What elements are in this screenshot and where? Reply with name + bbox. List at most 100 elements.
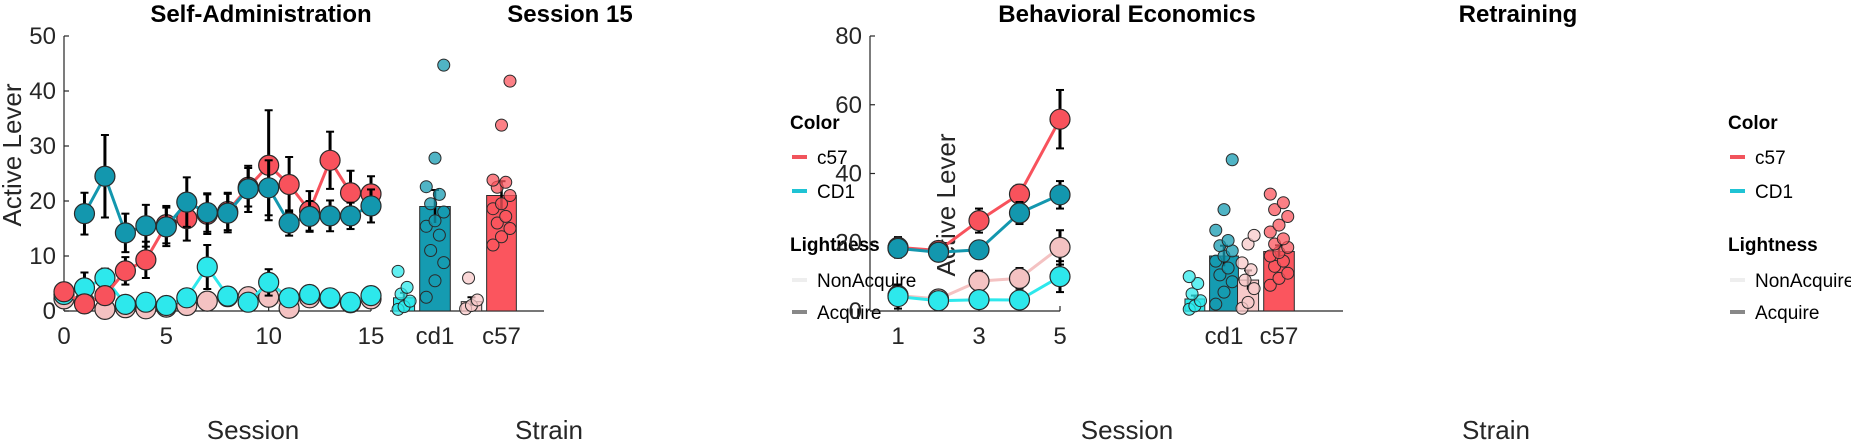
- x-tick-label-c57: c57: [482, 323, 521, 350]
- legend-1-label-c57: c57: [817, 148, 848, 169]
- data-point-c57-acquire: [1049, 108, 1071, 130]
- scatter-point-c57-acquire: [1268, 203, 1282, 217]
- y-tick-label-30: 30: [29, 133, 56, 160]
- data-point-c57-acquire: [968, 209, 990, 232]
- series-cd1-nonacquire: [53, 244, 382, 317]
- series-c57-acquire: [887, 88, 1071, 262]
- title-self-administration: Self-Administration: [150, 1, 371, 28]
- data-point-cd1-acquire: [319, 205, 341, 227]
- scatter-point-cd1-nonacquire: [1182, 270, 1196, 284]
- scatter-point-cd1-acquire: [432, 228, 446, 242]
- title-behavioral-economics: Behavioral Economics: [998, 1, 1255, 28]
- y-tick-label-40: 40: [29, 78, 56, 105]
- data-point-cd1-acquire: [196, 201, 218, 224]
- legend-1-label-nonacquire: NonAcquire: [817, 271, 916, 292]
- plot-area-retraining: cd1 c57: [1182, 153, 1343, 350]
- data-point-cd1-acquire: [73, 203, 96, 225]
- data-point-c57-nonacquire: [196, 290, 218, 312]
- y-tick-label-0: 0: [43, 298, 56, 325]
- scatter-point-c57-acquire: [503, 74, 517, 88]
- scatter-point-cd1-acquire: [419, 290, 433, 304]
- legend-2-color-title: Color: [1728, 113, 1778, 134]
- scatter-point-c57-nonacquire: [1247, 282, 1261, 296]
- scatter-point-cd1-nonacquire: [1191, 277, 1205, 290]
- scatter-point-cd1-acquire: [424, 197, 438, 211]
- x-tick-label-0: 0: [57, 323, 70, 350]
- scatter-point-c57-nonacquire: [1238, 273, 1252, 287]
- panel-retraining: Retraining Strain cd1 c57: [1182, 1, 1577, 444]
- data-point-cd1-nonacquire: [217, 285, 239, 307]
- data-point-cd1-nonacquire: [278, 287, 300, 309]
- data-point-cd1-acquire: [1049, 184, 1071, 206]
- scatter-point-cd1-acquire: [1221, 261, 1235, 275]
- plot-area-self-administration: 0 10 20 30 40 50 0 5 10 15: [29, 23, 384, 350]
- data-point-cd1-acquire: [135, 215, 157, 237]
- x-tick-label-3: 3: [972, 323, 985, 350]
- scatter-point-cd1-acquire: [1209, 223, 1223, 237]
- xlabel-behavioral-economics: Session: [1081, 415, 1174, 444]
- scatter-point-c57-acquire: [486, 173, 500, 187]
- scatter-point-c57-acquire: [1276, 196, 1290, 210]
- data-point-cd1-acquire: [887, 237, 909, 260]
- legend-2-label-nonacquire: NonAcquire: [1755, 271, 1851, 292]
- scatter-point-cd1-acquire: [1217, 285, 1231, 299]
- data-point-cd1-acquire: [155, 216, 177, 238]
- scatter-point-c57-acquire: [495, 197, 508, 211]
- scatter-point-c57-acquire: [1276, 232, 1290, 246]
- scatter-point-cd1-acquire: [1221, 234, 1235, 248]
- scatter-point-cd1-acquire: [1225, 153, 1239, 167]
- data-point-c57-acquire: [135, 249, 157, 271]
- data-point-cd1-acquire: [360, 195, 382, 217]
- ylabel-self-administration: Active Lever: [0, 83, 27, 226]
- scatter-point-cd1-acquire: [419, 180, 433, 194]
- scatter-point-cd1-acquire: [432, 187, 446, 201]
- scatter-point-cd1-acquire: [1225, 275, 1239, 289]
- x-tick-label-5: 5: [160, 323, 173, 350]
- x-tick-label-cd1: cd1: [416, 323, 455, 350]
- panel-behavioral-economics: Behavioral Economics Active Lever Sessio…: [835, 1, 1255, 444]
- data-point-cd1-nonacquire: [968, 289, 990, 311]
- data-point-c57-acquire: [339, 182, 362, 204]
- bar-group-c57-nonacquire: [459, 271, 484, 316]
- scatter-point-c57-nonacquire: [1235, 256, 1249, 270]
- legend-2-label-acquire: Acquire: [1755, 303, 1819, 324]
- data-point-cd1-nonacquire: [339, 291, 362, 313]
- scatter-point-c57-acquire: [1263, 225, 1277, 239]
- y-tick-label-10: 10: [29, 243, 56, 270]
- scatter-point-cd1-acquire: [437, 58, 451, 72]
- scatter-point-cd1-nonacquire: [400, 280, 414, 294]
- x-tick-label-cd1: cd1: [1205, 323, 1244, 350]
- series-cd1-acquire: [887, 180, 1071, 263]
- scatter-point-c57-acquire: [499, 209, 513, 223]
- scatter-point-cd1-nonacquire: [1194, 294, 1208, 308]
- scatter-point-c57-acquire: [490, 216, 504, 230]
- scatter-point-cd1-acquire: [437, 205, 451, 219]
- data-point-cd1-nonacquire: [299, 283, 321, 306]
- scatter-point-cd1-acquire: [1209, 297, 1223, 311]
- plot-area-behavioral-economics: 0 20 40 60 80 1 3 5: [835, 23, 1071, 350]
- data-point-cd1-acquire: [237, 178, 259, 200]
- xlabel-self-administration: Session: [207, 415, 300, 444]
- legend-1-lightness-title: Lightness: [790, 235, 880, 256]
- bar-group-c57-nonacquire: [1235, 228, 1261, 315]
- scatter-point-c57-acquire: [503, 189, 517, 202]
- data-point-cd1-nonacquire: [1008, 289, 1031, 311]
- bar-group-c57-acquire: [1263, 187, 1295, 312]
- data-point-cd1-acquire: [176, 191, 198, 213]
- bar-group-cd1-acquire: [1209, 153, 1239, 312]
- data-point-cd1-acquire: [1008, 202, 1031, 224]
- data-point-cd1-nonacquire: [135, 291, 157, 313]
- data-point-cd1-nonacquire: [360, 285, 382, 307]
- data-point-cd1-nonacquire: [319, 287, 341, 309]
- data-point-c57-nonacquire: [1008, 267, 1031, 289]
- scatter-point-cd1-acquire: [437, 256, 451, 270]
- scatter-point-c57-acquire: [1272, 218, 1286, 232]
- scatter-point-c57-nonacquire: [1247, 228, 1261, 242]
- scatter-point-c57-acquire: [503, 222, 517, 235]
- plot-area-session-15: cd1 c57: [390, 58, 544, 350]
- scatter-point-c57-acquire: [486, 238, 500, 252]
- bar-group-cd1-nonacquire: [391, 264, 417, 316]
- scatter-point-c57-nonacquire: [462, 271, 476, 285]
- data-point-cd1-acquire: [217, 202, 239, 224]
- data-point-c57-acquire: [319, 149, 341, 171]
